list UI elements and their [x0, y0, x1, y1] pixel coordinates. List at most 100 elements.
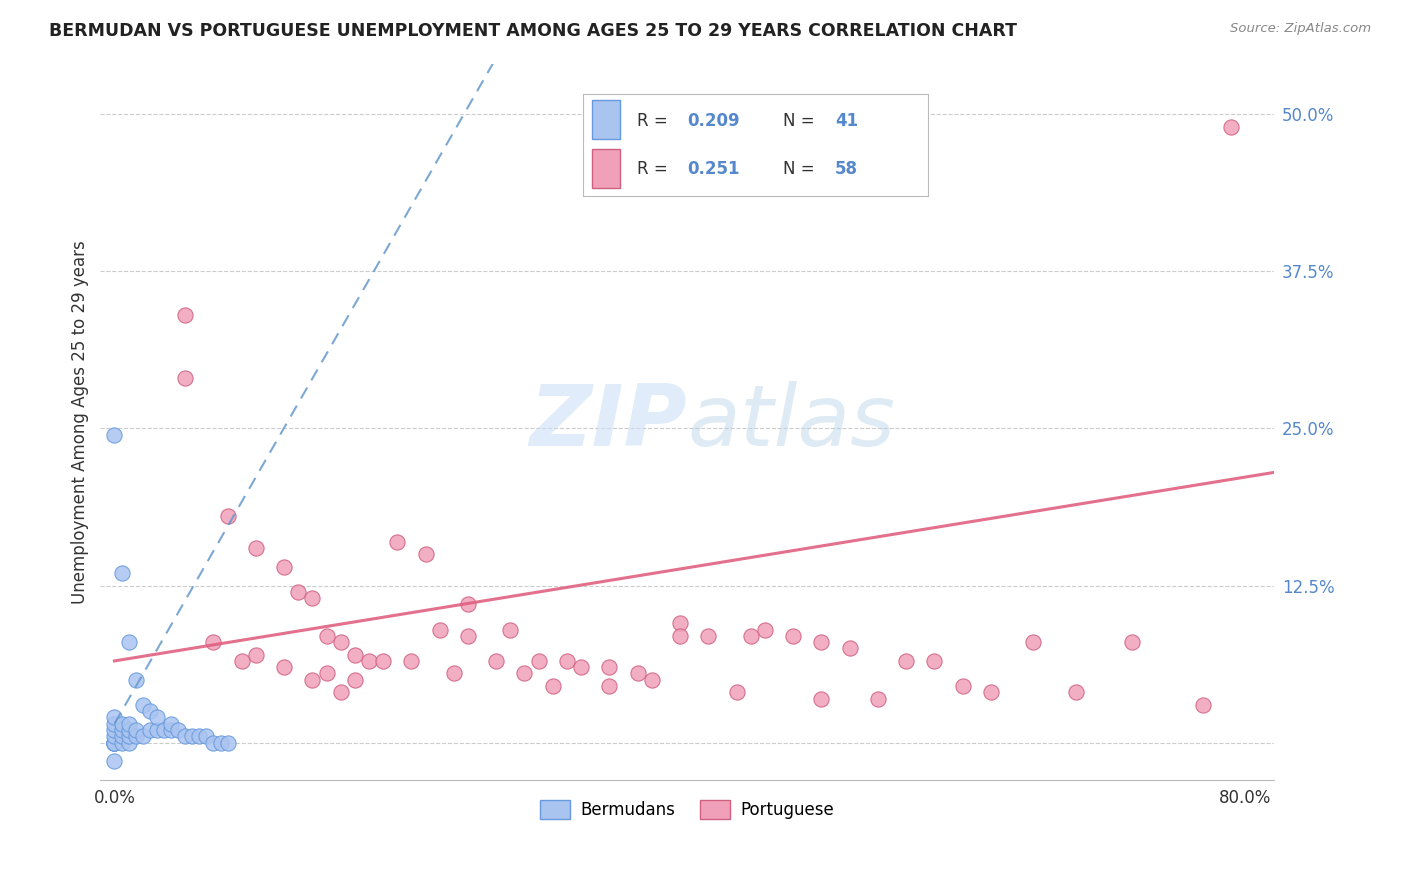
- Point: [725, 685, 748, 699]
- Point: [1022, 635, 1045, 649]
- Point: [457, 598, 479, 612]
- Point: [245, 541, 267, 555]
- Point: [146, 723, 169, 737]
- Point: [782, 629, 804, 643]
- Point: [202, 635, 225, 649]
- Point: [896, 654, 918, 668]
- Text: atlas: atlas: [688, 381, 896, 464]
- Point: [160, 716, 183, 731]
- Point: [209, 736, 232, 750]
- Point: [669, 629, 692, 643]
- Point: [117, 635, 139, 649]
- Point: [527, 654, 550, 668]
- Point: [231, 654, 253, 668]
- Point: [174, 371, 197, 385]
- Point: [740, 629, 762, 643]
- Text: 0.251: 0.251: [688, 160, 740, 178]
- Point: [1220, 120, 1243, 134]
- Point: [1121, 635, 1143, 649]
- Point: [110, 566, 132, 580]
- Point: [195, 729, 218, 743]
- Point: [103, 716, 125, 731]
- Point: [125, 729, 148, 743]
- Point: [485, 654, 508, 668]
- Text: N =: N =: [783, 160, 820, 178]
- Text: N =: N =: [783, 112, 820, 130]
- Text: Source: ZipAtlas.com: Source: ZipAtlas.com: [1230, 22, 1371, 36]
- Point: [110, 736, 132, 750]
- Point: [952, 679, 974, 693]
- Text: R =: R =: [637, 160, 678, 178]
- Point: [217, 509, 239, 524]
- Point: [103, 736, 125, 750]
- Point: [754, 623, 776, 637]
- Point: [810, 635, 832, 649]
- Point: [513, 666, 536, 681]
- Point: [357, 654, 380, 668]
- Point: [569, 660, 592, 674]
- Point: [1192, 698, 1215, 712]
- Point: [125, 673, 148, 687]
- Point: [301, 673, 323, 687]
- Legend: Bermudans, Portuguese: Bermudans, Portuguese: [534, 794, 841, 826]
- Point: [329, 685, 352, 699]
- Point: [117, 736, 139, 750]
- Y-axis label: Unemployment Among Ages 25 to 29 years: Unemployment Among Ages 25 to 29 years: [72, 240, 89, 604]
- Point: [117, 729, 139, 743]
- Point: [626, 666, 648, 681]
- Point: [153, 723, 176, 737]
- Point: [110, 723, 132, 737]
- Point: [202, 736, 225, 750]
- Point: [160, 723, 183, 737]
- Point: [555, 654, 578, 668]
- Point: [103, 736, 125, 750]
- Point: [697, 629, 720, 643]
- Point: [174, 309, 197, 323]
- Point: [117, 723, 139, 737]
- Point: [103, 710, 125, 724]
- Point: [188, 729, 211, 743]
- FancyBboxPatch shape: [592, 100, 620, 139]
- Point: [371, 654, 394, 668]
- Point: [866, 691, 889, 706]
- Point: [838, 641, 860, 656]
- Point: [181, 729, 204, 743]
- Point: [174, 729, 197, 743]
- Point: [980, 685, 1002, 699]
- Point: [415, 547, 437, 561]
- Text: R =: R =: [637, 112, 673, 130]
- Point: [429, 623, 451, 637]
- Point: [499, 623, 522, 637]
- Point: [315, 666, 337, 681]
- Point: [273, 559, 295, 574]
- Point: [329, 635, 352, 649]
- FancyBboxPatch shape: [592, 149, 620, 188]
- Point: [103, 755, 125, 769]
- Point: [117, 716, 139, 731]
- Point: [132, 729, 155, 743]
- Point: [103, 736, 125, 750]
- Point: [598, 660, 620, 674]
- Point: [110, 716, 132, 731]
- Point: [139, 723, 162, 737]
- Point: [1064, 685, 1087, 699]
- Point: [924, 654, 946, 668]
- Point: [146, 710, 169, 724]
- Point: [541, 679, 564, 693]
- Point: [401, 654, 423, 668]
- Point: [598, 679, 620, 693]
- Text: ZIP: ZIP: [530, 381, 688, 464]
- Point: [103, 723, 125, 737]
- Point: [167, 723, 190, 737]
- Point: [103, 729, 125, 743]
- Point: [103, 736, 125, 750]
- Point: [110, 729, 132, 743]
- Text: 41: 41: [835, 112, 858, 130]
- Point: [315, 629, 337, 643]
- Point: [641, 673, 664, 687]
- Point: [273, 660, 295, 674]
- Text: BERMUDAN VS PORTUGUESE UNEMPLOYMENT AMONG AGES 25 TO 29 YEARS CORRELATION CHART: BERMUDAN VS PORTUGUESE UNEMPLOYMENT AMON…: [49, 22, 1017, 40]
- Text: 58: 58: [835, 160, 858, 178]
- Point: [669, 616, 692, 631]
- Point: [132, 698, 155, 712]
